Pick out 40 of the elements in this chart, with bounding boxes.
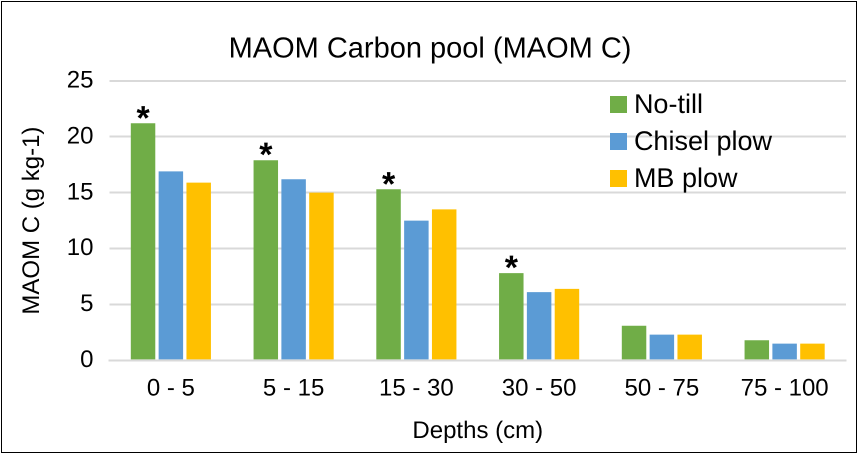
- bar: [650, 334, 674, 360]
- legend-label: MB plow: [634, 162, 738, 195]
- y-axis-title: MAOM C (g kg-1): [18, 126, 46, 315]
- bar: [186, 182, 211, 360]
- annotation: *: [136, 99, 150, 138]
- bar: [526, 292, 552, 360]
- annotation: *: [504, 249, 519, 288]
- bar: [744, 340, 770, 360]
- bar: [772, 344, 797, 360]
- bar: [622, 326, 646, 360]
- bar: [376, 189, 401, 360]
- bar: [130, 123, 156, 360]
- bar: [254, 160, 278, 360]
- y-tick-label: 20: [66, 122, 94, 150]
- annotation: *: [259, 136, 274, 174]
- legend-label: Chisel plow: [634, 125, 772, 158]
- x-tick-label: 5 - 15: [262, 374, 324, 402]
- bar: [281, 179, 306, 360]
- bar: [800, 344, 825, 360]
- x-tick-label: 50 - 75: [624, 374, 700, 402]
- x-tick-label: 15 - 30: [379, 374, 454, 402]
- bar: [158, 171, 184, 360]
- x-tick-label: 75 - 100: [740, 374, 829, 402]
- x-axis-title: Depths (cm): [412, 417, 544, 444]
- chart-title: MAOM Carbon pool (MAOM C): [228, 32, 632, 64]
- x-tick-label: 30 - 50: [502, 374, 576, 402]
- bar: [554, 288, 580, 360]
- y-tick-label: 25: [66, 66, 94, 94]
- bar: [677, 334, 702, 360]
- y-tick-label: 0: [80, 346, 94, 374]
- y-tick-label: 10: [66, 234, 94, 262]
- bar: [432, 209, 456, 360]
- y-tick-label: 15: [66, 178, 94, 206]
- bar: [309, 192, 334, 360]
- bar: [499, 273, 524, 360]
- legend-label: No-till: [634, 88, 703, 121]
- y-tick-label: 5: [80, 290, 94, 318]
- bar: [404, 220, 429, 360]
- annotation: *: [382, 165, 396, 204]
- x-tick-label: 0 - 5: [146, 374, 195, 402]
